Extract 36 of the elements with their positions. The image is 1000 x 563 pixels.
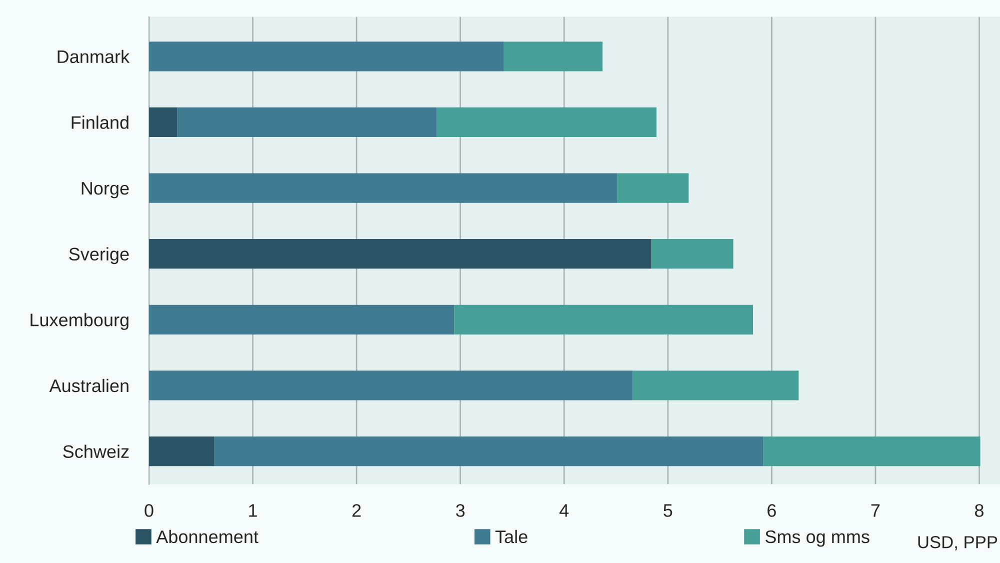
bar xyxy=(149,370,633,400)
x-tick-label: 2 xyxy=(352,504,361,517)
bar xyxy=(651,239,734,269)
y-tick-label: Australien xyxy=(49,378,128,392)
y-tick-label: Finland xyxy=(72,116,128,129)
x-tick-label: 0 xyxy=(144,504,154,517)
bar xyxy=(436,107,656,138)
x-tick-label: 1 xyxy=(249,504,257,517)
x-tick-label: 4 xyxy=(560,504,569,517)
bar xyxy=(149,107,178,138)
bar xyxy=(149,304,454,334)
legend-label: Abonnement xyxy=(156,530,258,544)
bar xyxy=(454,304,753,334)
bar xyxy=(617,173,689,203)
bar xyxy=(149,173,618,203)
bar xyxy=(763,436,980,466)
y-tick-label: Danmark xyxy=(58,50,130,64)
bar xyxy=(214,436,764,466)
bar xyxy=(149,436,214,466)
legend-label: Sms og mms xyxy=(765,530,870,547)
y-tick-label: Schweiz xyxy=(63,444,129,458)
x-tick-label: 8 xyxy=(975,504,984,517)
x-tick-label: 7 xyxy=(871,504,880,517)
bar xyxy=(149,239,652,269)
y-tick-label: Sverige xyxy=(69,247,129,264)
x-tick-label: 5 xyxy=(664,504,672,517)
legend-label: Tale xyxy=(495,530,528,544)
x-tick-label: 3 xyxy=(456,504,465,517)
y-tick-label: Norge xyxy=(82,182,129,198)
bar xyxy=(504,42,603,72)
x-tick-label: 6 xyxy=(768,504,776,517)
bar xyxy=(177,107,436,138)
y-tick-label: Luxembourg xyxy=(30,313,128,330)
bar xyxy=(632,370,799,400)
x-axis-title: USD, PPP xyxy=(918,536,998,550)
bar xyxy=(149,42,504,72)
